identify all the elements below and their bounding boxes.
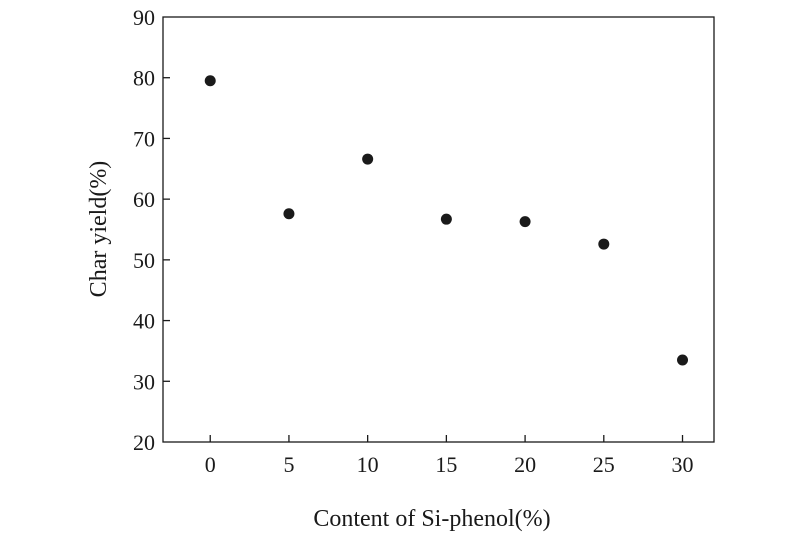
y-axis-title: Char yield(%) — [86, 161, 112, 298]
y-tick-label: 20 — [133, 430, 155, 455]
x-tick-label: 20 — [514, 452, 536, 477]
x-tick-label: 25 — [593, 452, 615, 477]
x-tick-label: 30 — [672, 452, 694, 477]
data-point — [440, 213, 452, 225]
data-point — [204, 75, 216, 87]
data-point — [519, 216, 531, 228]
plot-frame — [162, 16, 715, 443]
x-tick-label: 5 — [283, 452, 294, 477]
data-point — [598, 238, 610, 250]
data-points — [204, 75, 689, 366]
plot-border — [162, 16, 715, 443]
x-axis-title: Content of Si-phenol(%) — [313, 506, 550, 532]
x-tick-label: 15 — [435, 452, 457, 477]
y-tick-label: 80 — [133, 66, 155, 91]
data-point — [283, 208, 295, 220]
data-point — [677, 354, 689, 366]
x-axis: 0 5 10 15 20 25 30 — [205, 435, 694, 477]
data-point — [362, 153, 374, 165]
y-tick-label: 40 — [133, 309, 155, 334]
y-tick-label: 70 — [133, 126, 155, 151]
y-tick-label: 60 — [133, 187, 155, 212]
y-tick-label: 30 — [133, 369, 155, 394]
x-tick-label: 10 — [357, 452, 379, 477]
x-tick-label: 0 — [205, 452, 216, 477]
y-axis: 20 30 40 50 60 70 80 90 — [133, 5, 170, 455]
y-tick-label: 50 — [133, 248, 155, 273]
y-tick-label: 90 — [133, 5, 155, 30]
